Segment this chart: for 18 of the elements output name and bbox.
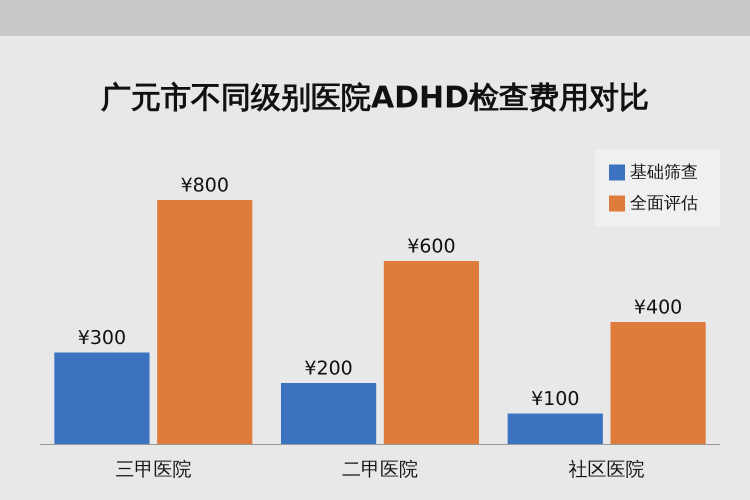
bar	[280, 383, 376, 444]
legend-label: 基础筛查	[630, 162, 698, 182]
chart-title: 广元市不同级别医院ADHD检查费用对比	[100, 80, 650, 116]
x-tick-label: 三甲医院	[115, 458, 192, 480]
data-label: ¥600	[407, 236, 456, 258]
x-tick-label: 二甲医院	[342, 458, 418, 480]
legend-label: 全面评估	[630, 194, 698, 214]
data-label: ¥100	[531, 388, 580, 410]
bar	[157, 200, 252, 444]
data-label: ¥400	[634, 296, 682, 318]
x-tick-label: 社区医院	[568, 458, 645, 480]
bar	[508, 414, 603, 444]
bar	[54, 352, 150, 444]
bar	[610, 322, 706, 444]
data-label: ¥200	[304, 358, 353, 380]
data-label: ¥300	[78, 327, 126, 349]
bar	[384, 261, 480, 444]
data-label: ¥800	[180, 174, 229, 196]
